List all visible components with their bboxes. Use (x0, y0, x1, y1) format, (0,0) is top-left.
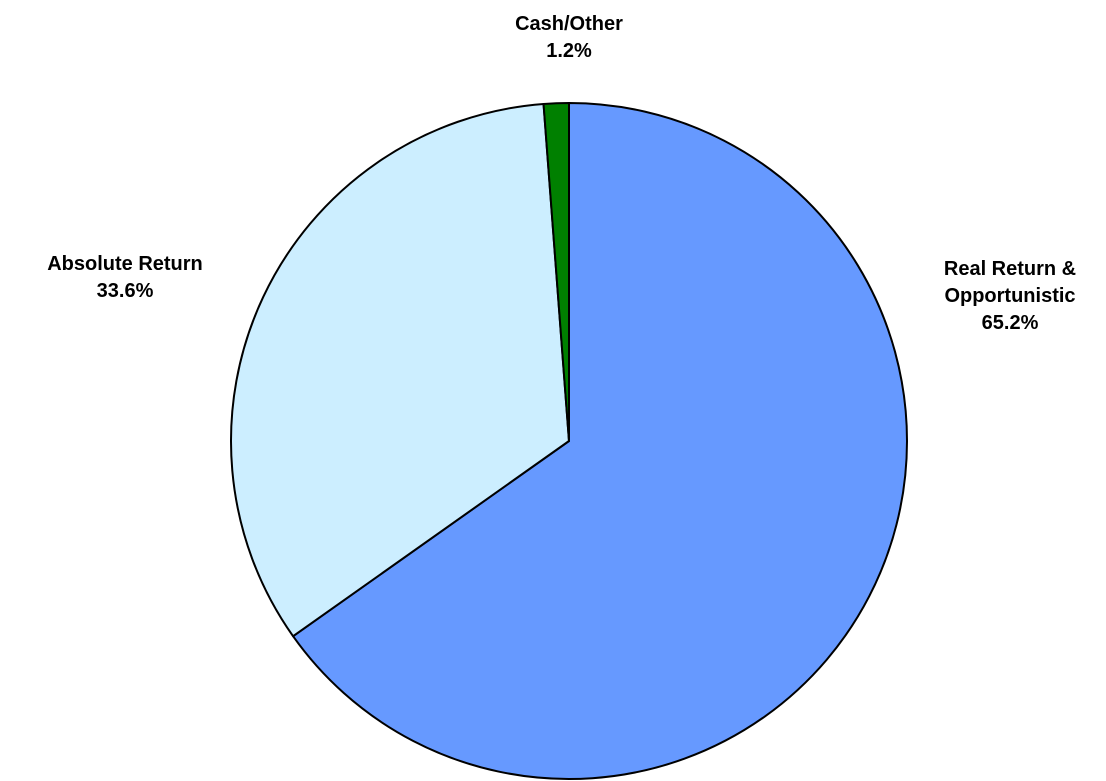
pie-slice (230, 102, 570, 638)
slice-label: Real Return & Opportunistic 65.2% (915, 256, 1105, 337)
value-label: 33.6% (96, 280, 154, 302)
pie-slice (542, 102, 570, 442)
category-name: Absolute Return (47, 253, 203, 275)
slice-label: Absolute Return 33.6% (20, 251, 230, 305)
category-name: Real Return & Opportunistic (943, 258, 1077, 307)
value-label: 1.2% (546, 40, 592, 62)
pie-slice (292, 102, 908, 780)
category-name: Cash/Other (515, 13, 623, 35)
slice-label: Cash/Other 1.2% (469, 11, 669, 65)
value-label: 65.2% (981, 312, 1039, 334)
